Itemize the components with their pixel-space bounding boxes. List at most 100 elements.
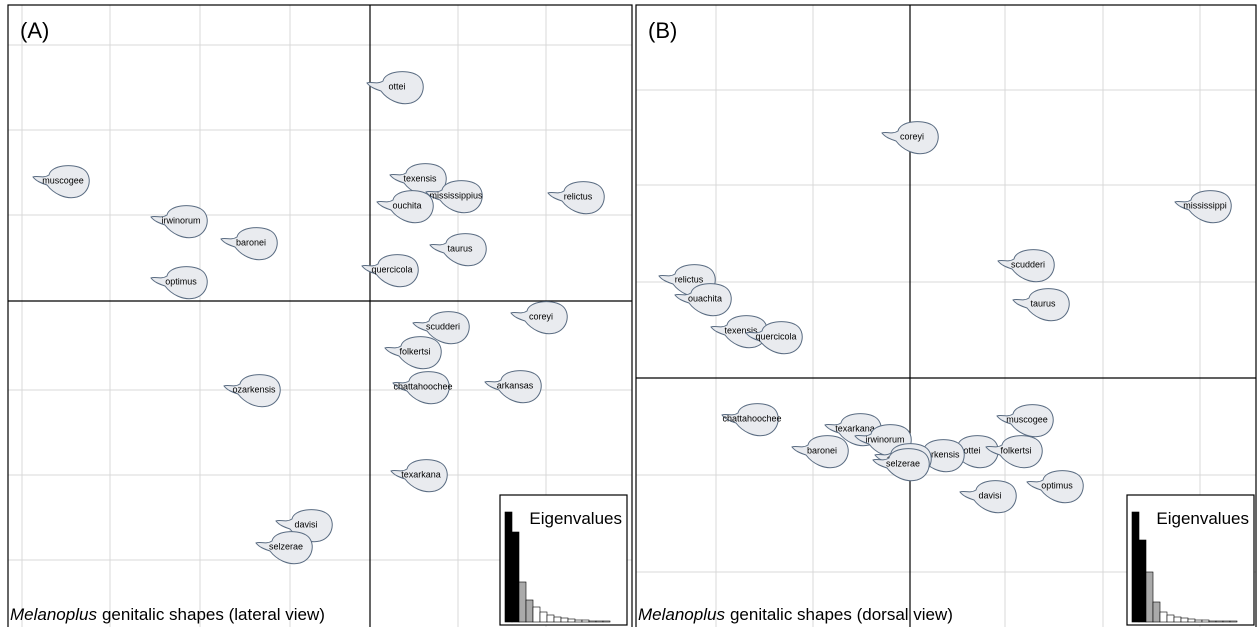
specimen-label: davisi xyxy=(978,490,1001,500)
specimen: chattahoochee xyxy=(721,403,782,437)
shape-outline xyxy=(389,163,447,197)
eigen-bar xyxy=(518,581,527,623)
shape-outline xyxy=(1174,190,1232,224)
eigen-bar xyxy=(588,620,597,623)
eigen-bar xyxy=(1187,618,1196,623)
specimen-label: texensis xyxy=(403,173,437,183)
specimen: taurus xyxy=(1012,288,1070,322)
specimen-label: relictus xyxy=(675,274,704,284)
inset-title: Eigenvalues xyxy=(1156,509,1249,528)
eigen-bar xyxy=(1131,511,1140,623)
shape-outline xyxy=(721,403,779,437)
eigen-bar xyxy=(560,617,569,623)
specimen-label: taurus xyxy=(1030,298,1056,308)
specimen: folkertsi xyxy=(384,336,442,370)
specimen-label: baronei xyxy=(236,237,266,247)
specimen-label: baronei xyxy=(807,445,837,455)
shape-outline xyxy=(881,121,939,155)
specimen: baronei xyxy=(791,435,849,469)
shape-outline xyxy=(392,371,450,405)
shape-outline xyxy=(425,180,483,214)
specimen: davisi xyxy=(959,480,1017,514)
specimen-label: chattahoochee xyxy=(393,381,452,391)
shape-outline xyxy=(959,480,1017,514)
specimen-label: mississippius xyxy=(429,190,483,200)
specimen-label: relictus xyxy=(564,191,593,201)
specimen-label: muscogee xyxy=(1006,414,1048,424)
shape-outline xyxy=(510,301,568,335)
specimen: relictus xyxy=(547,181,605,215)
eigen-bar xyxy=(1152,601,1161,623)
eigen-bar xyxy=(525,599,534,623)
shape-outline xyxy=(872,448,930,482)
specimen-label: selzerae xyxy=(886,458,920,468)
specimen: taurus xyxy=(429,233,487,267)
shape-outline xyxy=(1026,470,1084,504)
eigen-bar xyxy=(532,606,541,623)
specimen-label: ozarkensis xyxy=(916,449,960,459)
specimen: chattahoochee xyxy=(392,371,453,405)
eigen-bar xyxy=(1194,619,1203,623)
shape-outline xyxy=(366,71,424,105)
eigen-bar xyxy=(1215,620,1224,623)
specimen: quercicola xyxy=(361,254,419,288)
specimen: coreyi xyxy=(510,301,568,335)
eigen-bar xyxy=(567,618,576,623)
specimen-label: folkertsi xyxy=(399,346,430,356)
eigen-bar xyxy=(546,614,555,623)
shape-outline xyxy=(791,435,849,469)
specimen: ozarkensis xyxy=(223,374,281,408)
panel-frame xyxy=(635,4,1257,627)
eigen-bar xyxy=(1180,617,1189,623)
specimen: texensis xyxy=(389,163,447,197)
specimen-label: scudderi xyxy=(426,321,460,331)
shape-outline xyxy=(390,459,448,493)
shape-outline xyxy=(745,321,803,355)
specimen: mississippi xyxy=(1174,190,1232,224)
specimen-label: taurus xyxy=(447,243,473,253)
shape-outline xyxy=(429,233,487,267)
caption: Melanoplus genitalic shapes (dorsal view) xyxy=(638,605,953,624)
eigen-bar xyxy=(581,619,590,623)
shape-outline xyxy=(484,370,542,404)
specimen-label: quercicola xyxy=(371,264,412,274)
eigen-bar xyxy=(595,620,604,623)
shape-outline xyxy=(547,181,605,215)
shape-outline xyxy=(412,311,470,345)
specimen-label: texensis xyxy=(724,325,758,335)
eigen-bar xyxy=(1229,620,1238,623)
specimen: folkertsi xyxy=(985,435,1043,469)
specimen-label: coreyi xyxy=(900,131,924,141)
specimen: irwinorum xyxy=(150,205,208,239)
shape-outline xyxy=(32,165,90,199)
eigen-bar xyxy=(1173,616,1182,623)
eigen-bar xyxy=(574,619,583,623)
specimen: coreyi xyxy=(881,121,939,155)
specimen: scudderi xyxy=(412,311,470,345)
specimen-label: muscogee xyxy=(42,175,84,185)
specimen: selzerae xyxy=(255,531,313,565)
specimen-label: optimus xyxy=(1041,480,1073,490)
specimen-label: selzerae xyxy=(269,541,303,551)
shape-outline xyxy=(996,404,1054,438)
specimen: mississippius xyxy=(425,180,483,214)
panel-label: (A) xyxy=(20,18,49,43)
eigen-bar xyxy=(553,616,562,623)
specimen: ouchita xyxy=(376,190,434,224)
eigen-bar xyxy=(1166,614,1175,623)
specimen-label: folkertsi xyxy=(1000,445,1031,455)
shape-outline xyxy=(376,190,434,224)
eigen-bar xyxy=(1145,571,1154,623)
specimen: optimus xyxy=(150,266,208,300)
specimen: arkansas xyxy=(484,370,542,404)
caption: Melanoplus genitalic shapes (lateral view… xyxy=(10,605,325,624)
specimen-label: ouchita xyxy=(392,200,421,210)
caption-text: genitalic shapes (lateral view) xyxy=(102,605,325,624)
eigen-bar xyxy=(504,511,513,623)
shape-outline xyxy=(223,374,281,408)
specimen-label: irwinorum xyxy=(161,215,200,225)
specimen: scudderi xyxy=(997,249,1055,283)
specimen-label: scudderi xyxy=(1011,259,1045,269)
specimen: selzerae xyxy=(872,448,930,482)
specimen-label: chattahoochee xyxy=(722,413,781,423)
